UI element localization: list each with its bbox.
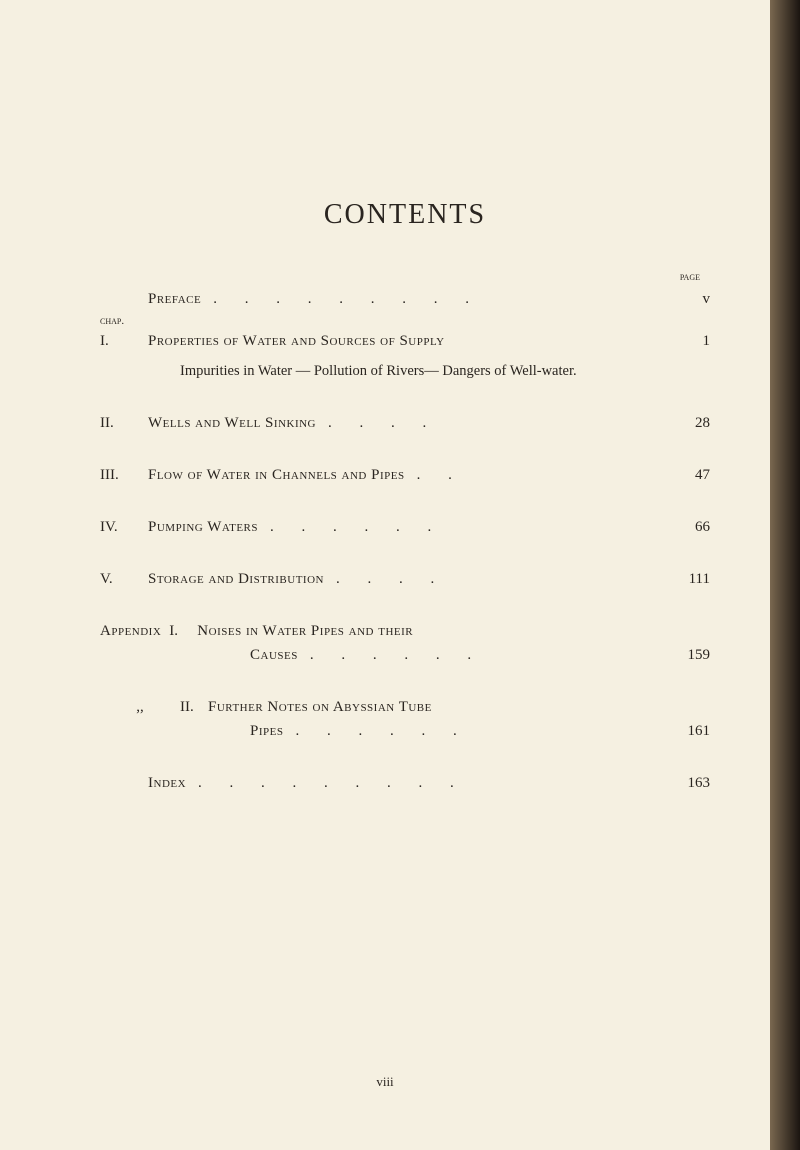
leader-dots: . . . . . .: [258, 515, 670, 539]
toc-row-ch1: I. Properties of Water and Sources of Su…: [100, 329, 710, 353]
ch1-text: Properties of Water and Sources of Suppl…: [148, 329, 670, 353]
appendix2-page: 161: [670, 719, 710, 743]
leader-dots: . . . . . .: [298, 643, 670, 667]
toc-preface-row: Preface . . . . . . . . . v: [100, 287, 710, 311]
ch1-label: Properties of Water and Sources of Suppl…: [148, 329, 445, 353]
index-text: Index . . . . . . . . .: [148, 771, 670, 795]
ditto-mark: ,,: [100, 695, 180, 719]
ch5-label: Storage and Distribution: [148, 567, 324, 591]
page-column-header: page: [100, 271, 710, 283]
ch5-num: V.: [100, 567, 148, 591]
toc-row-ch3: III. Flow of Water in Channels and Pipes…: [100, 463, 710, 487]
appendix2-block: ,, II. Further Notes on Abyssian Tube Pi…: [100, 695, 710, 743]
appendix2-label1: Further Notes on Abyssian Tube: [208, 695, 432, 719]
chap-header: chap.: [100, 315, 710, 327]
appendix2-row1: ,, II. Further Notes on Abyssian Tube: [100, 695, 710, 719]
page-container: CONTENTS page Preface . . . . . . . . . …: [0, 0, 800, 1150]
page-header-text: page: [680, 271, 700, 283]
appendix2-num: II.: [180, 695, 208, 719]
toc-row-ch4: IV. Pumping Waters . . . . . . 66: [100, 515, 710, 539]
ch3-num: III.: [100, 463, 148, 487]
page-folio: viii: [0, 1074, 770, 1090]
ch2-text: Wells and Well Sinking . . . .: [148, 411, 670, 435]
appendix1-row1: Appendix I. Noises in Water Pipes and th…: [100, 619, 710, 643]
ch5-text: Storage and Distribution . . . .: [148, 567, 670, 591]
ch5-page: 111: [670, 567, 710, 591]
ch2-page: 28: [670, 411, 710, 435]
ch3-text: Flow of Water in Channels and Pipes . .: [148, 463, 670, 487]
ch1-num: I.: [100, 329, 148, 353]
ch4-label: Pumping Waters: [148, 515, 258, 539]
appendix1-num: I.: [169, 619, 197, 643]
ch1-subtext: Impurities in Water — Pollution of River…: [180, 359, 650, 384]
index-page: 163: [670, 771, 710, 795]
leader-dots: . .: [405, 463, 670, 487]
preface-page: v: [670, 287, 710, 311]
page-edge-shadow: [770, 0, 800, 1150]
preface-label: Preface: [148, 287, 201, 311]
ch2-num: II.: [100, 411, 148, 435]
ch4-num: IV.: [100, 515, 148, 539]
appendix1-row2: Causes . . . . . . 159: [250, 643, 710, 667]
appendix1-page: 159: [670, 643, 710, 667]
appendix2-row2: Pipes . . . . . . 161: [250, 719, 710, 743]
ch3-page: 47: [670, 463, 710, 487]
leader-dots: . . . . . . . . .: [186, 771, 670, 795]
leader-dots: . . . .: [324, 567, 670, 591]
appendix1-prefix: Appendix: [100, 619, 161, 643]
ch4-page: 66: [670, 515, 710, 539]
leader-dots: . . . . . .: [283, 719, 670, 743]
leader-dots: . . . . . . . . .: [201, 287, 670, 311]
ch3-label: Flow of Water in Channels and Pipes: [148, 463, 405, 487]
appendix2-label2: Pipes: [250, 719, 283, 743]
toc-index-row: Index . . . . . . . . . 163: [100, 771, 710, 795]
appendix1-block: Appendix I. Noises in Water Pipes and th…: [100, 619, 710, 667]
ch2-label: Wells and Well Sinking: [148, 411, 316, 435]
leader-dots: . . . .: [316, 411, 670, 435]
toc-row-ch2: II. Wells and Well Sinking . . . . 28: [100, 411, 710, 435]
toc-preface-text: Preface . . . . . . . . .: [148, 287, 670, 311]
contents-title: CONTENTS: [100, 199, 710, 231]
appendix1-label2: Causes: [250, 643, 298, 667]
ch1-page: 1: [670, 329, 710, 353]
appendix1-label1: Noises in Water Pipes and their: [197, 619, 413, 643]
index-label: Index: [148, 771, 186, 795]
ch4-text: Pumping Waters . . . . . .: [148, 515, 670, 539]
toc-row-ch5: V. Storage and Distribution . . . . 111: [100, 567, 710, 591]
